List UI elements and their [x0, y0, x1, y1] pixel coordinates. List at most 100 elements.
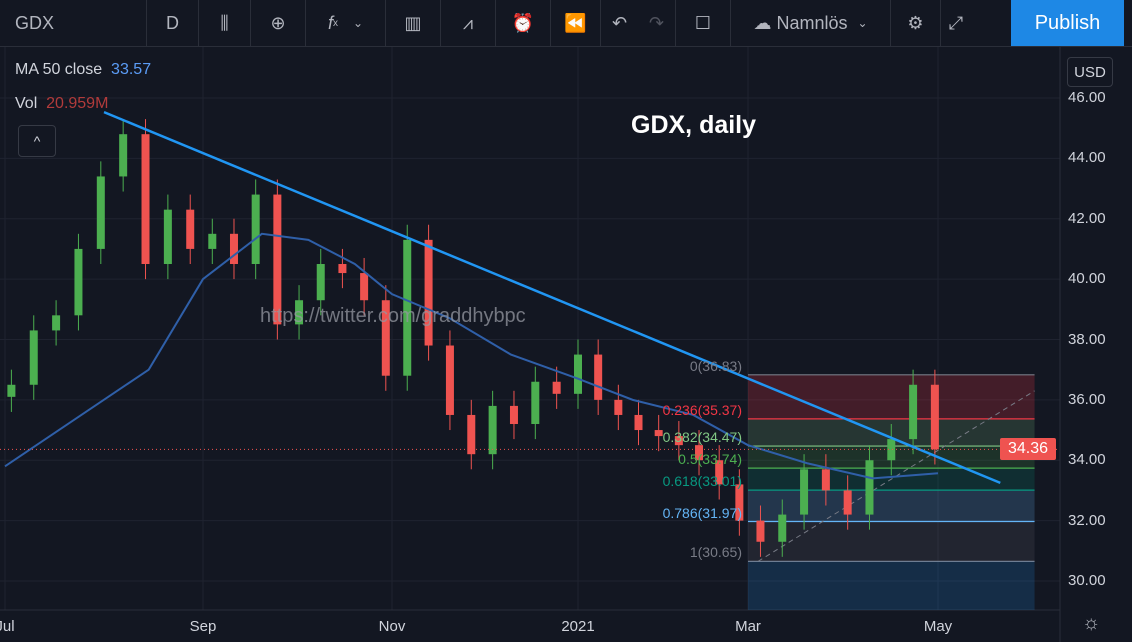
candle-body	[843, 490, 852, 515]
fullscreen-square-icon[interactable]: ☐	[676, 0, 731, 46]
layout-menu[interactable]: ☁ Namnlös ⌄	[731, 0, 891, 46]
ma-label: MA 50 close	[15, 61, 103, 78]
chart-settings-icon[interactable]: ☼	[1082, 612, 1101, 634]
candle	[403, 224, 412, 391]
candle	[163, 194, 172, 280]
price-tick: 44.00	[1068, 149, 1106, 167]
gear-icon[interactable]: ⚙	[891, 0, 941, 46]
candle-body	[52, 315, 61, 331]
candle-body	[424, 239, 433, 346]
candle-body	[7, 384, 16, 397]
watermark-text: https://twitter.com/graddhybpc	[260, 305, 526, 327]
fib-level-label: 0.236(35.37)	[662, 401, 742, 418]
candle	[52, 300, 61, 346]
candle	[295, 285, 304, 340]
candle	[488, 390, 497, 470]
candle-body	[141, 134, 150, 265]
candle-body	[119, 134, 128, 177]
expand-icon[interactable]: ⤢	[948, 12, 964, 33]
candle-body	[29, 330, 38, 385]
candle	[695, 430, 704, 476]
candle-body	[735, 484, 744, 521]
candle	[338, 248, 347, 289]
candle-body	[381, 300, 390, 376]
candle	[715, 445, 724, 500]
price-tick: 30.00	[1068, 572, 1106, 590]
price-tick: 38.00	[1068, 330, 1106, 348]
fib-level-label: 0.618(33.01)	[662, 473, 742, 490]
candle-body	[509, 405, 518, 425]
candle-body	[594, 354, 603, 400]
candle-body	[186, 209, 195, 249]
time-tick: Nov	[378, 618, 406, 635]
candle-body	[488, 405, 497, 455]
layout-name: Namnlös	[776, 12, 848, 33]
chevron-down-icon: ⌄	[857, 16, 868, 30]
candle	[509, 390, 518, 440]
undo-icon[interactable]: ↶	[611, 12, 628, 33]
candle-body	[360, 273, 369, 301]
interval-label: D	[166, 12, 179, 33]
vol-value: 20.959M	[46, 95, 109, 112]
trendline	[103, 110, 1001, 485]
candle	[821, 454, 830, 506]
candles-icon[interactable]: ⫼	[199, 0, 251, 46]
ma-value: 33.57	[111, 61, 152, 78]
alert-icon[interactable]: ⏰	[496, 0, 551, 46]
candle	[360, 257, 369, 316]
candle-body	[674, 436, 683, 446]
candle-body	[865, 460, 874, 515]
collapse-legend-button[interactable]: ^	[18, 125, 56, 157]
candle-body	[756, 520, 765, 542]
candle-body	[208, 233, 217, 249]
interval-button[interactable]: D	[147, 0, 199, 46]
candle	[674, 420, 683, 461]
candle-body	[403, 239, 412, 376]
candle-body	[930, 384, 939, 450]
candle	[909, 369, 918, 455]
candle-body	[316, 264, 325, 301]
volume-legend[interactable]: Vol 20.959M	[15, 95, 108, 113]
candle	[865, 445, 874, 530]
fib-level-label: 1(30.65)	[689, 544, 742, 561]
candle-body	[778, 514, 787, 542]
candle-body	[229, 233, 238, 265]
candle-body	[295, 300, 304, 325]
time-tick: Jul	[0, 618, 15, 635]
fib-band-below	[748, 561, 1035, 610]
symbol-search[interactable]: GDX	[0, 0, 147, 46]
candle-body	[467, 414, 476, 455]
candle	[141, 119, 150, 280]
add-compare-icon[interactable]: ⊕	[251, 0, 306, 46]
templates-icon[interactable]: ⩘	[441, 0, 496, 46]
fib-level-label: 0.382(34.47)	[662, 429, 742, 446]
candle	[843, 475, 852, 530]
candle-body	[634, 414, 643, 431]
publish-button[interactable]: Publish	[1011, 0, 1124, 46]
candle	[29, 315, 38, 400]
candle-body	[821, 469, 830, 491]
candle	[594, 339, 603, 415]
candle-body	[273, 194, 282, 325]
candle	[273, 179, 282, 340]
candle-body	[574, 354, 582, 394]
candle-body	[695, 445, 704, 461]
replay-icon[interactable]: ⏪	[551, 0, 601, 46]
currency-button[interactable]: USD	[1067, 57, 1113, 87]
candle-body	[909, 384, 918, 440]
redo-icon[interactable]: ↷	[648, 12, 665, 33]
last-price-label: 34.36	[1000, 438, 1056, 461]
fib-level-label: 0.5(33.74)	[678, 451, 742, 468]
price-tick: 34.00	[1068, 451, 1106, 469]
candle-body	[74, 248, 83, 316]
candle-body	[163, 209, 172, 265]
ma-legend[interactable]: MA 50 close 33.57	[15, 61, 151, 79]
chart-annotation-title: GDX, daily	[631, 111, 757, 139]
candle-body	[96, 176, 105, 249]
financials-icon[interactable]: ▥	[386, 0, 441, 46]
candle-body	[552, 381, 561, 394]
cloud-icon: ☁	[753, 12, 772, 33]
